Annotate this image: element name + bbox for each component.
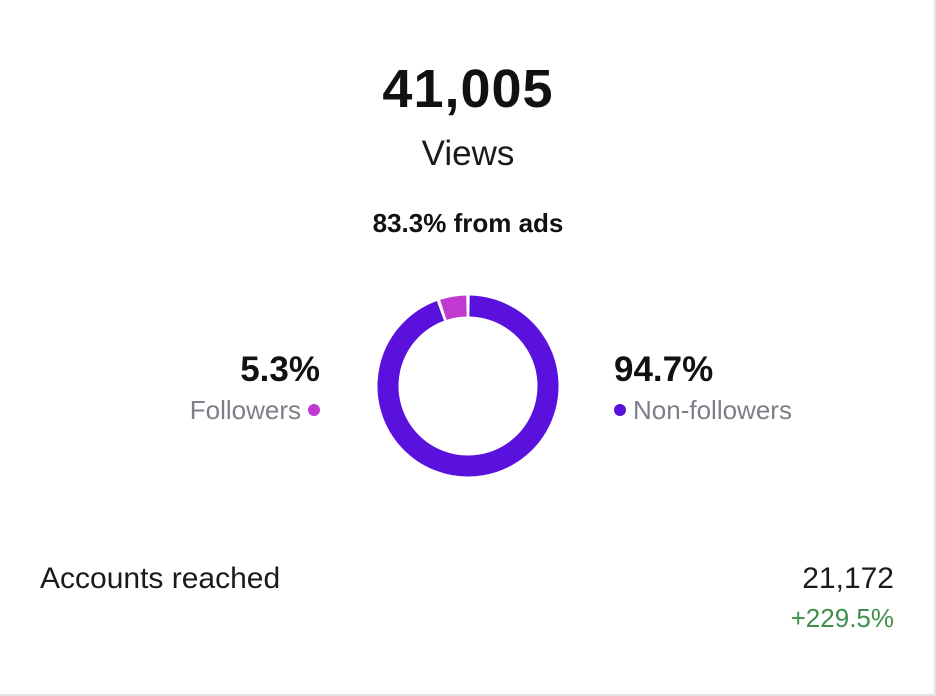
- followers-legend: Followers: [190, 394, 320, 426]
- views-count: 41,005: [382, 59, 554, 119]
- followers-percent: 5.3%: [240, 350, 320, 389]
- non-followers-segment: [377, 295, 559, 477]
- non-followers-stat: 94.7% Non-followers: [614, 350, 792, 426]
- accounts-reached-value: 21,172: [802, 562, 894, 595]
- accounts-reached-change: +229.5%: [790, 603, 894, 633]
- accounts-reached-label: Accounts reached: [40, 562, 281, 595]
- followers-dot-icon: [308, 404, 320, 416]
- audience-donut-chart: [377, 295, 559, 477]
- followers-segment: [440, 295, 468, 320]
- ads-percentage-text: 83.3% from ads: [372, 208, 564, 238]
- non-followers-dot-icon: [614, 404, 626, 416]
- non-followers-label: Non-followers: [633, 395, 792, 425]
- views-label: Views: [421, 134, 515, 173]
- followers-stat: 5.3% Followers: [190, 350, 320, 426]
- followers-label: Followers: [189, 395, 301, 425]
- non-followers-percent: 94.7%: [614, 350, 714, 389]
- non-followers-legend: Non-followers: [614, 394, 792, 426]
